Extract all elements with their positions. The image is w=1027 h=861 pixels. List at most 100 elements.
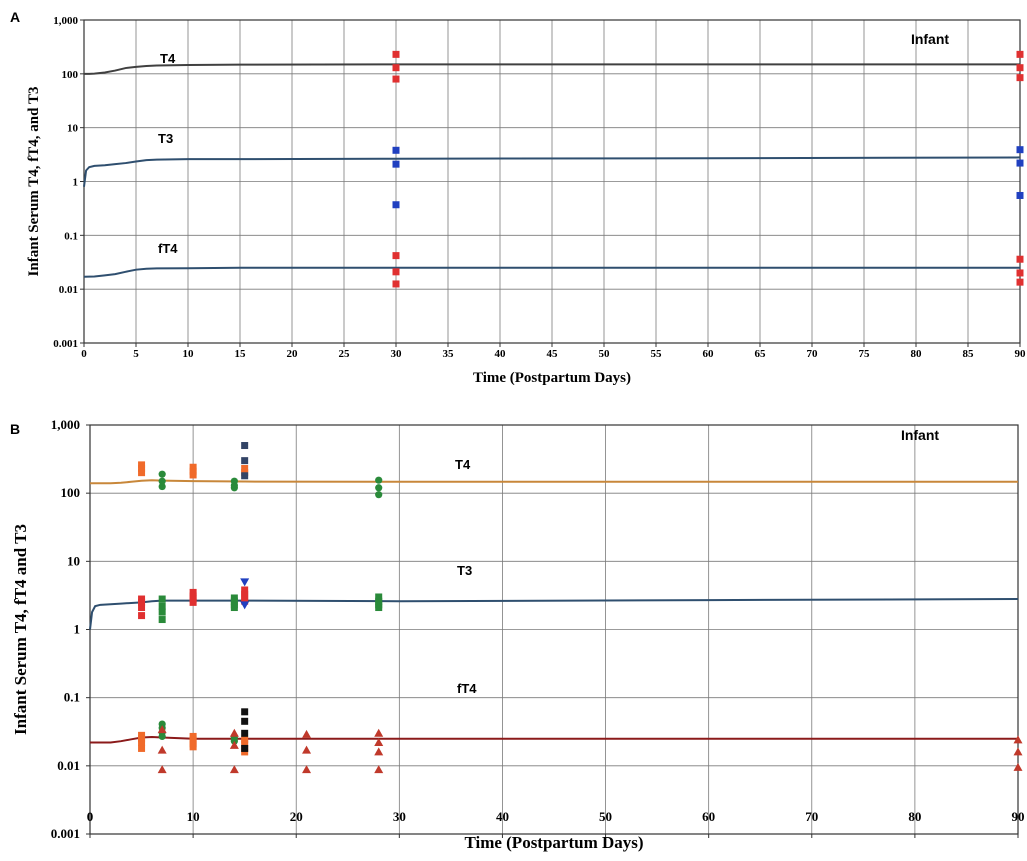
data-point-square bbox=[138, 744, 146, 752]
data-point-square bbox=[241, 708, 249, 716]
x-tick-label: 35 bbox=[443, 348, 455, 360]
series-line-t4 bbox=[84, 63, 1020, 75]
data-point-square bbox=[158, 595, 166, 603]
panel-b: B 0 10 20 30 40 50 60 70 80 90 0.001 0.01 0.1 1 10 100 1,… bbox=[10, 417, 1025, 852]
panel-letter: B bbox=[10, 421, 20, 437]
y-tick-label: 0.01 bbox=[57, 758, 80, 773]
data-point-square bbox=[1016, 269, 1024, 277]
data-point-circle bbox=[158, 482, 166, 491]
x-tick-label: 65 bbox=[755, 348, 767, 360]
data-point-square bbox=[392, 201, 400, 209]
x-tick-label: 75 bbox=[859, 348, 871, 360]
x-tick-label: 55 bbox=[651, 348, 663, 360]
data-point-square bbox=[392, 252, 400, 260]
series-label-ft4: fT4 bbox=[457, 681, 477, 696]
panel-letter: A bbox=[10, 9, 20, 25]
x-tick-label: 10 bbox=[187, 809, 200, 824]
data-point-square bbox=[241, 736, 249, 744]
data-point-square bbox=[138, 461, 146, 469]
gridlines bbox=[89, 424, 1019, 835]
data-point-square bbox=[158, 608, 166, 616]
data-point-circle bbox=[158, 470, 166, 478]
data-point-square bbox=[241, 717, 249, 725]
data-point-triangle bbox=[157, 725, 167, 734]
data-point-circle bbox=[375, 491, 383, 499]
data-point-square bbox=[392, 146, 400, 154]
x-tick-label: 60 bbox=[703, 348, 715, 360]
gridlines bbox=[83, 19, 1021, 344]
data-point-square bbox=[138, 604, 146, 612]
data-point-square bbox=[1016, 159, 1024, 167]
data-point-triangle bbox=[229, 765, 239, 774]
data-point-square bbox=[138, 469, 146, 477]
data-point-square bbox=[1016, 191, 1024, 199]
y-tick-label: 100 bbox=[61, 485, 81, 500]
data-point-circle bbox=[230, 484, 238, 492]
data-point-square bbox=[158, 602, 166, 610]
data-point-square bbox=[392, 75, 400, 83]
data-point-square bbox=[241, 740, 249, 748]
x-tick-label: 20 bbox=[287, 348, 299, 360]
data-point-triangle-down bbox=[240, 578, 250, 587]
x-tick-label: 70 bbox=[807, 348, 819, 360]
data-point-square bbox=[138, 465, 146, 473]
data-point-square bbox=[1016, 74, 1024, 82]
y-tick-label: 1,000 bbox=[51, 417, 80, 432]
x-tick-label: 20 bbox=[290, 809, 303, 824]
data-point-square bbox=[375, 597, 383, 605]
y-tick-label: 1 bbox=[73, 177, 79, 189]
y-tick-label: 1 bbox=[74, 622, 81, 637]
y-tick-label: 10 bbox=[67, 123, 79, 135]
series-label-t3: T3 bbox=[158, 131, 173, 146]
series-line-t4 bbox=[90, 479, 1018, 485]
y-axis-title: Infant Serum T4, fT4, and T3 bbox=[26, 87, 42, 277]
x-tick-label: 5 bbox=[133, 348, 139, 360]
data-point-square bbox=[392, 280, 400, 288]
series-label-t4: T4 bbox=[455, 457, 471, 472]
series-line-ft4 bbox=[83, 266, 1020, 278]
data-point-triangle bbox=[374, 737, 384, 746]
data-point-square bbox=[230, 604, 238, 612]
series-label-t3: T3 bbox=[457, 563, 472, 578]
data-point-square bbox=[1016, 146, 1024, 154]
series-line-t3 bbox=[89, 598, 1019, 630]
x-tick-label: 50 bbox=[599, 348, 611, 360]
x-tick-label: 90 bbox=[1015, 348, 1027, 360]
data-point-triangle bbox=[374, 765, 384, 774]
y-axis-title: Infant Serum T4, fT4 and T3 bbox=[11, 524, 30, 735]
data-point-square bbox=[138, 612, 146, 620]
y-tick-label: 0.001 bbox=[51, 826, 80, 841]
data-point-square bbox=[189, 598, 197, 606]
data-point-square bbox=[189, 463, 197, 471]
y-tick-label: 1,000 bbox=[53, 15, 78, 27]
series-line-t3 bbox=[83, 156, 1021, 187]
data-point-circle bbox=[158, 732, 166, 741]
x-tick-label: 40 bbox=[495, 348, 507, 360]
y-tick-label: 0.1 bbox=[64, 230, 78, 242]
x-tick-label: 0 bbox=[81, 348, 87, 360]
x-tick-label: 45 bbox=[547, 348, 559, 360]
data-point-square bbox=[241, 744, 249, 752]
x-tick-label: 25 bbox=[339, 348, 351, 360]
x-tick-label: 0 bbox=[87, 809, 94, 824]
data-point-triangle bbox=[302, 765, 312, 774]
data-point-square bbox=[1016, 64, 1024, 72]
data-point-square bbox=[158, 616, 166, 624]
data-point-square bbox=[138, 735, 146, 743]
x-tick-label: 85 bbox=[963, 348, 975, 360]
data-point-square bbox=[189, 736, 197, 744]
data-point-triangle bbox=[1013, 735, 1023, 744]
data-point-square bbox=[189, 467, 197, 475]
data-point-square bbox=[375, 604, 383, 612]
data-point-square bbox=[392, 50, 400, 58]
data-point-triangle-down bbox=[240, 601, 250, 610]
series-label-ft4: fT4 bbox=[158, 241, 178, 256]
data-point-square bbox=[241, 597, 249, 605]
x-axis-title: Time (Postpartum Days) bbox=[473, 370, 631, 386]
data-point-square bbox=[241, 442, 249, 450]
data-point-square bbox=[375, 593, 383, 601]
data-point-square bbox=[230, 597, 238, 605]
x-tick-label: 10 bbox=[183, 348, 195, 360]
data-point-triangle bbox=[157, 745, 167, 754]
annotation-label: Infant bbox=[911, 31, 949, 47]
